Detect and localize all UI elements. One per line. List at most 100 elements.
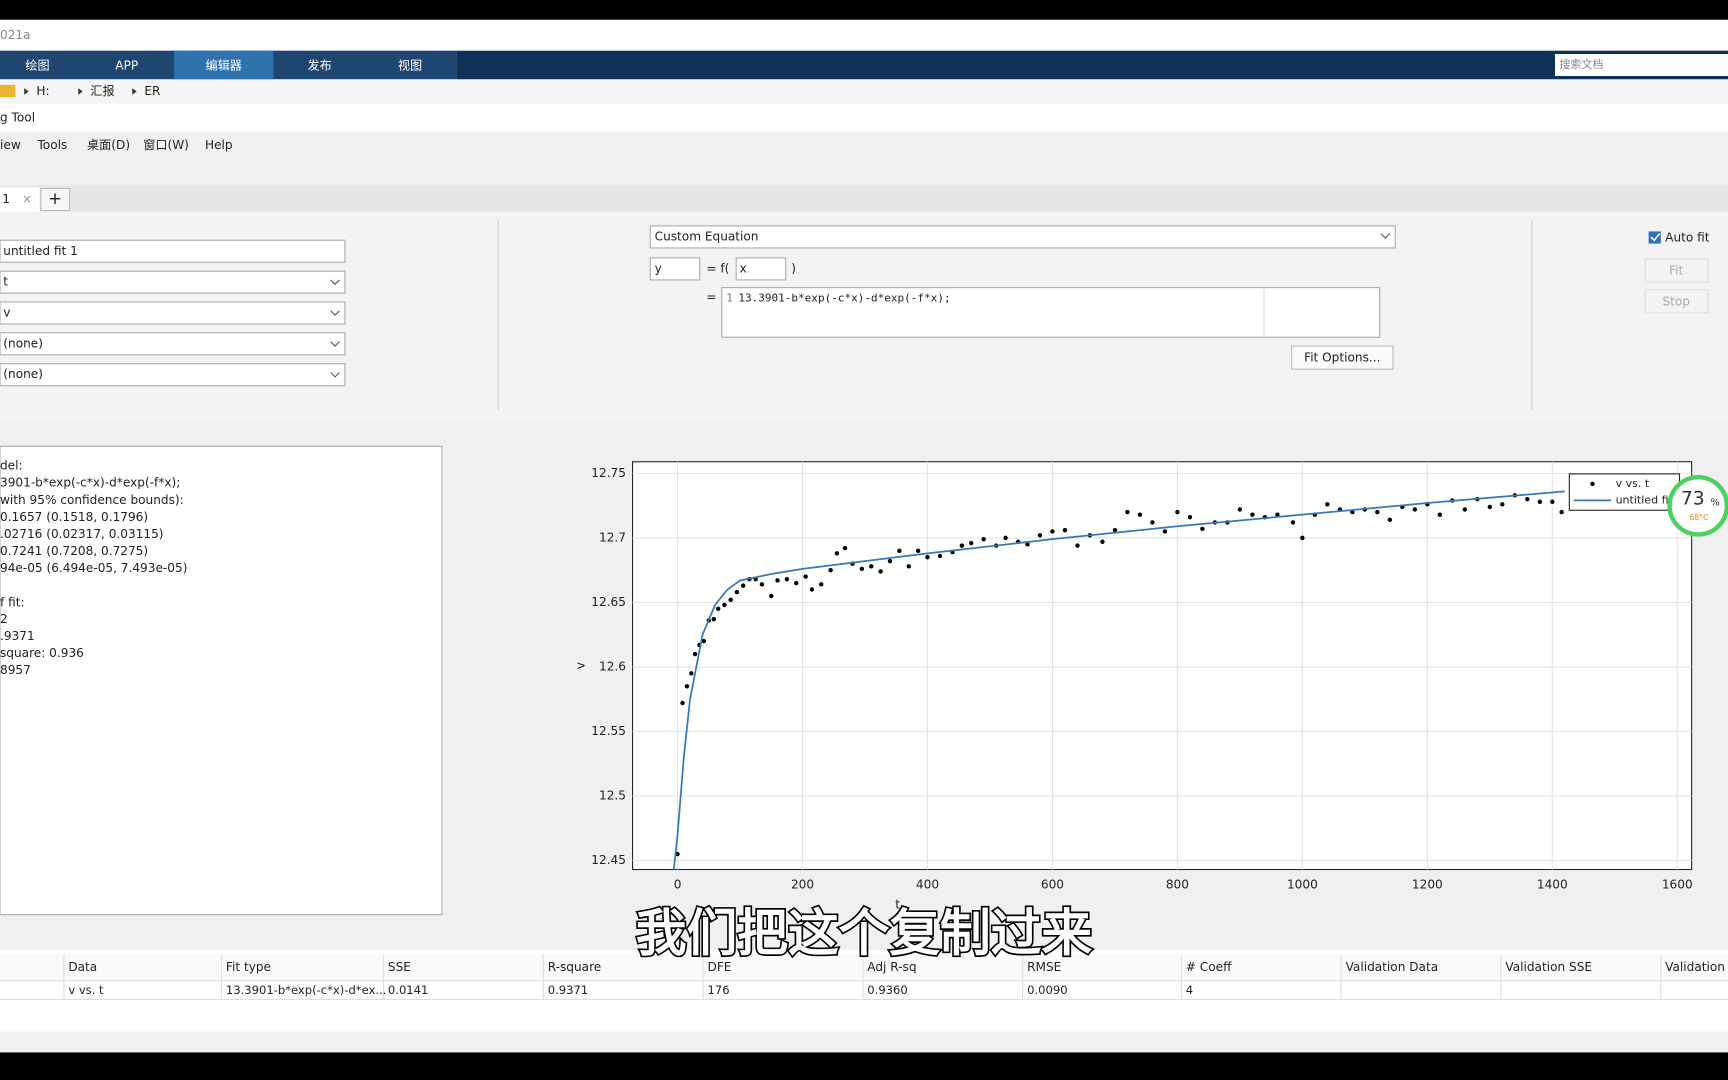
ribbon-tab[interactable]: 视图 (398, 58, 422, 73)
dropdown-value: (none) (3, 336, 43, 350)
table-header-cell[interactable]: Validation Data (1346, 960, 1439, 974)
tool-title: g Tool (0, 110, 35, 124)
data-point (1500, 502, 1505, 507)
check (1650, 233, 1661, 242)
table-header-cell[interactable]: # Coeff (1186, 960, 1232, 974)
fit-options-button[interactable] (1291, 345, 1394, 370)
tool-title-bar (0, 103, 1728, 133)
results-panel (0, 445, 443, 916)
y-tick-label: 12.65 (591, 595, 626, 609)
table-cell: 0.0141 (388, 983, 428, 997)
data-point (1150, 520, 1155, 525)
table-header-cell[interactable]: Data (68, 960, 97, 974)
table-header-cell[interactable]: DFE (708, 960, 732, 974)
table-cell: 13.3901-b*exp(-c*x)-d*ex... (226, 983, 386, 997)
table-cell: v vs. t (68, 983, 104, 997)
data-point (1559, 509, 1564, 515)
breadcrumb-item[interactable]: H: (36, 84, 49, 98)
dropdown[interactable] (0, 301, 346, 325)
data-point (842, 546, 848, 551)
search-box[interactable] (1554, 54, 1728, 77)
ribbon-tab[interactable]: 发布 (307, 58, 331, 73)
data-point (1125, 509, 1130, 515)
table-header-cell[interactable]: SSE (388, 960, 411, 974)
data-point (859, 566, 865, 572)
x-box[interactable] (735, 257, 787, 281)
equation-editor[interactable] (721, 287, 1381, 338)
add-tab-icon[interactable]: + (48, 189, 62, 208)
table-header-cell[interactable]: Validation SSE (1505, 960, 1592, 974)
window-title: 021a (0, 28, 31, 42)
tab-close[interactable]: × (22, 192, 32, 206)
x-tick-label: 200 (791, 877, 814, 891)
data-point (1003, 535, 1008, 541)
data-point (969, 540, 974, 546)
data-point (878, 569, 883, 574)
result-line: .02716 (0.02317, 0.03115) (0, 527, 164, 541)
table-header-cell[interactable]: Adj R-sq (867, 960, 916, 974)
fit-tab[interactable] (0, 187, 40, 212)
legend-label: untitled fit 1 (1616, 493, 1684, 506)
add-tab[interactable] (40, 187, 70, 212)
table-header-cell[interactable]: R-square (548, 960, 602, 974)
data-point (1187, 515, 1193, 520)
data-point (1462, 507, 1468, 512)
data-point (689, 671, 694, 676)
breadcrumb-item[interactable]: ER (144, 84, 161, 98)
legend-marker (1590, 481, 1595, 486)
data-point (734, 589, 740, 595)
auto-fit-checkbox[interactable] (1648, 231, 1661, 244)
stop-button[interactable] (1644, 289, 1709, 314)
data-point (809, 587, 815, 592)
data-point (1387, 517, 1393, 523)
bottom-bar (0, 1052, 1728, 1080)
dropdown-value: (none) (3, 367, 43, 381)
y-box[interactable] (649, 257, 701, 281)
x-tick-label: 1000 (1287, 877, 1318, 891)
dropdown[interactable] (0, 332, 346, 356)
dropdown[interactable] (0, 363, 346, 387)
dropdown[interactable] (0, 270, 346, 294)
fit-type: Custom Equation (655, 229, 759, 243)
table-header-cell[interactable]: RMSE (1027, 960, 1061, 974)
search-placeholder: 搜索文档 (1559, 57, 1603, 71)
data-point (1025, 542, 1030, 547)
fit-options-label: Fit Options... (1304, 351, 1380, 365)
fit-button[interactable] (1644, 258, 1709, 283)
stop-button-label: Stop (1662, 294, 1690, 308)
ribbon-tab[interactable]: APP (115, 59, 138, 73)
folder-icon (0, 84, 16, 97)
table-header-cell[interactable]: Fit type (226, 960, 271, 974)
table-header-cell[interactable]: Validation (1665, 960, 1725, 974)
x-tick-label: 1200 (1412, 877, 1443, 891)
data-point (1100, 539, 1105, 544)
menu-item[interactable]: Tools (36, 138, 67, 152)
result-line: 2 (0, 612, 8, 626)
ribbon-rest (456, 50, 1728, 80)
menu-item[interactable]: Help (205, 138, 233, 152)
video-subtitle: 我们把这个复制过来 (636, 904, 1093, 963)
data-point (715, 606, 721, 612)
cpu-widget (1667, 474, 1728, 537)
menu-item[interactable]: iew (0, 138, 21, 152)
data-point (1487, 504, 1493, 510)
menu-item[interactable]: 窗口(W) (143, 138, 189, 152)
tab-strip (0, 185, 1728, 212)
data-point (684, 684, 690, 689)
data-point (819, 582, 824, 587)
menu-item[interactable]: 桌面(D) (87, 138, 130, 152)
breadcrumb-item[interactable]: 汇报 (90, 83, 114, 98)
ribbon-tab[interactable]: 编辑器 (206, 58, 242, 73)
ribbon-tab[interactable]: 绘图 (25, 58, 49, 73)
data-point (925, 555, 930, 560)
fit-name-box[interactable] (0, 239, 346, 263)
chevron (330, 372, 340, 378)
data-point (728, 597, 733, 603)
table-cell: 0.9360 (867, 983, 907, 997)
breadcrumb-arrow (24, 88, 29, 95)
data-point (1137, 512, 1143, 517)
data-point (1175, 509, 1180, 515)
fit-type-select[interactable] (649, 225, 1396, 249)
y-tick-label: 12.75 (591, 466, 626, 480)
